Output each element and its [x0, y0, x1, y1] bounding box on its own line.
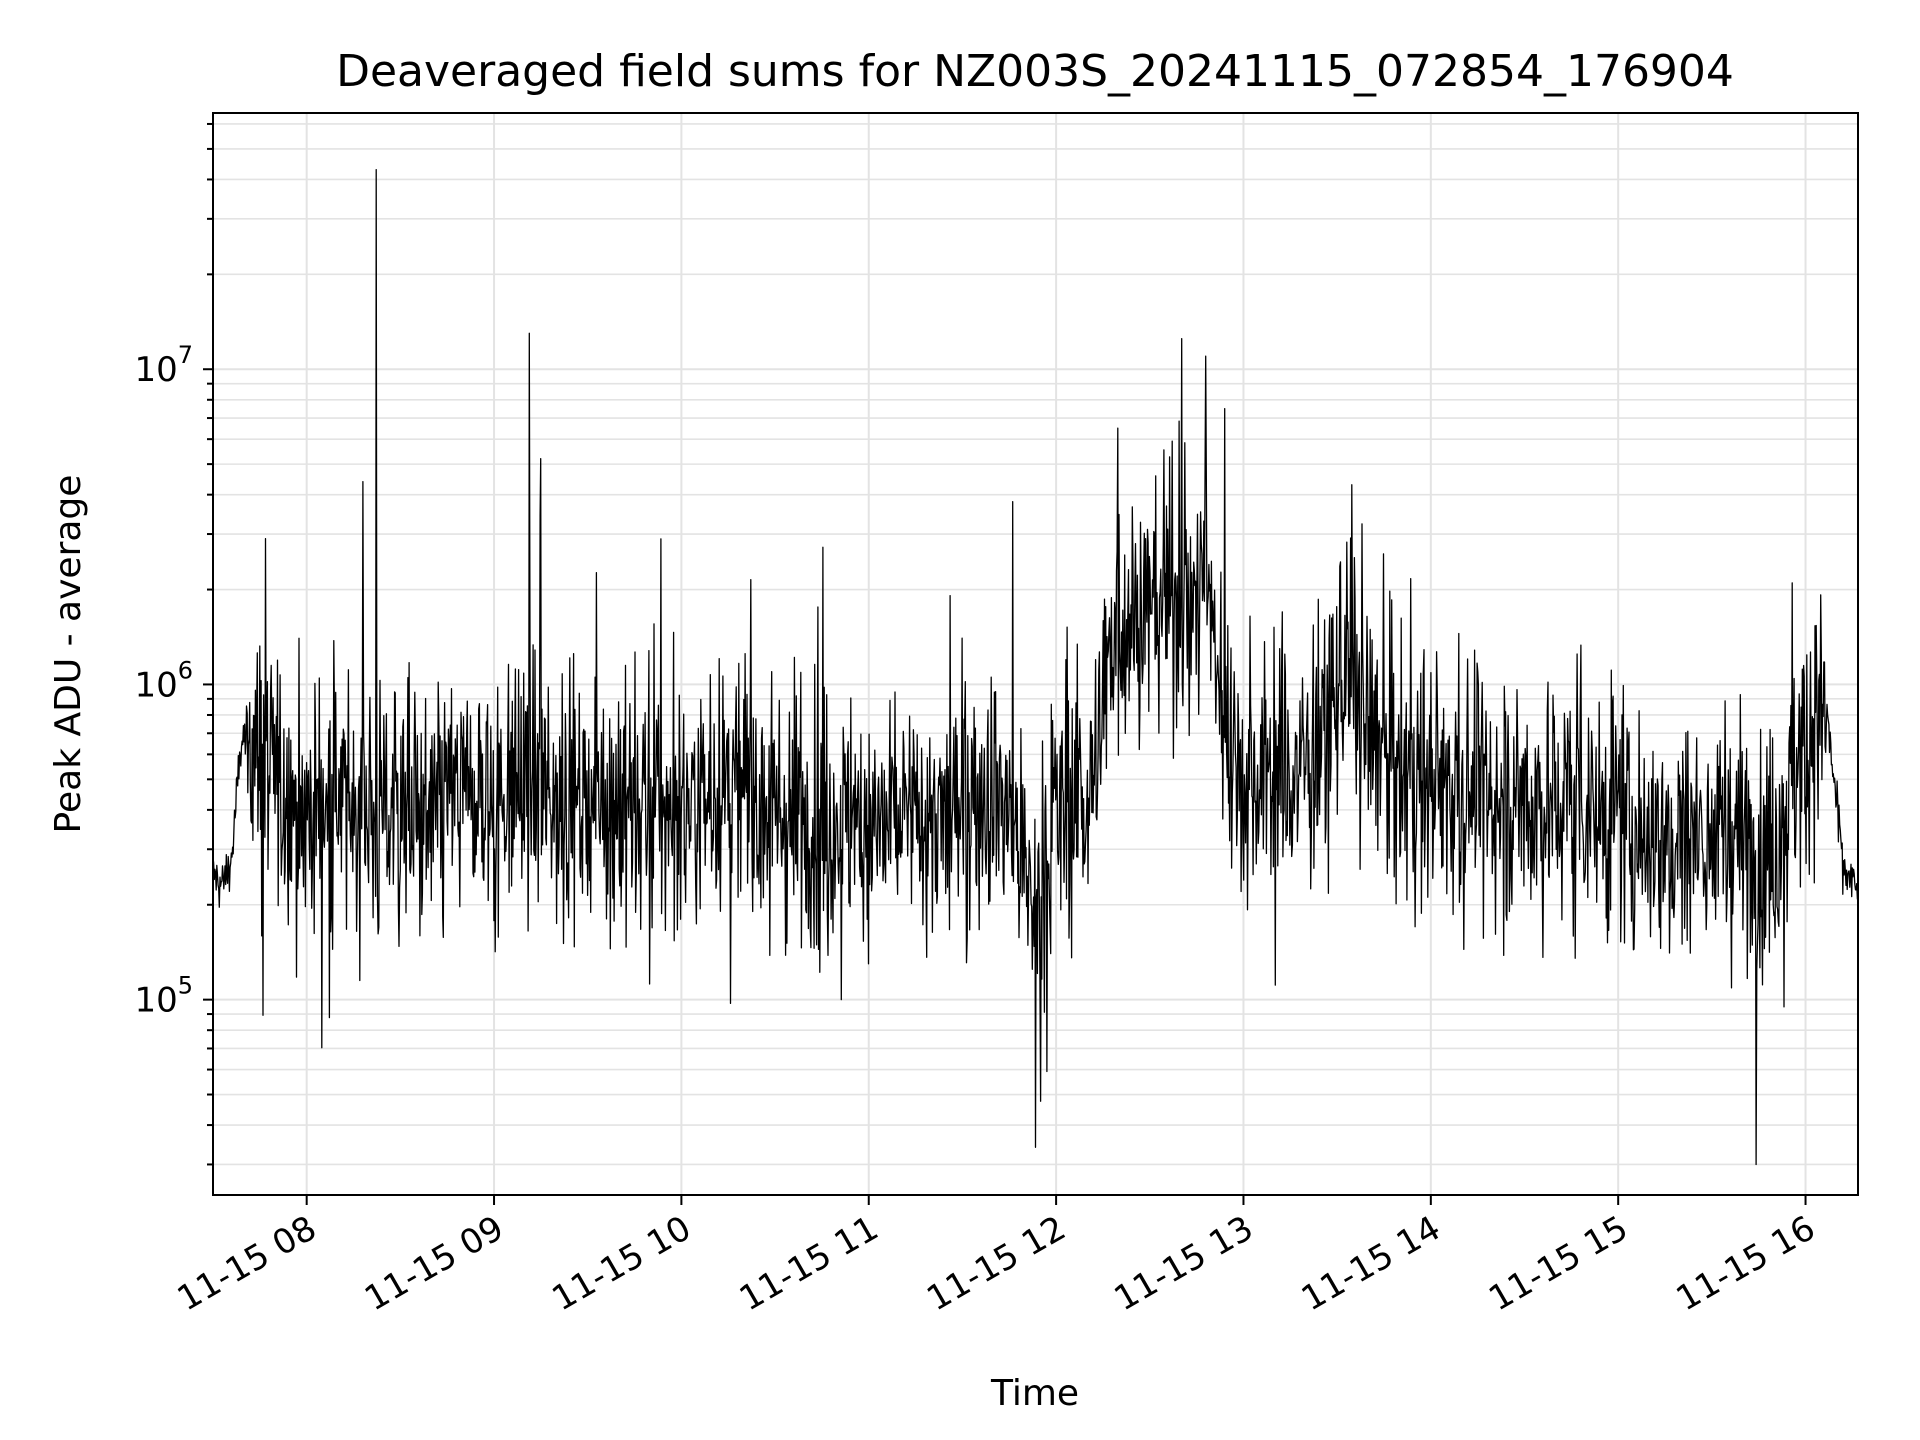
plot-area — [212, 168, 1859, 1166]
y-tick-label: 105 — [134, 972, 193, 1021]
plot-frame — [212, 112, 1859, 1196]
y-axis-label: Peak ADU - average — [48, 475, 89, 834]
y-tick-label: 106 — [134, 656, 193, 705]
y-tick-label: 107 — [134, 341, 193, 390]
y-axis: 105 106 107 — [134, 122, 213, 1166]
x-axis-label: Time — [990, 1373, 1079, 1414]
chart-title: Deaveraged field sums for NZ003S_2024111… — [336, 46, 1734, 97]
series-line — [212, 168, 1859, 1166]
